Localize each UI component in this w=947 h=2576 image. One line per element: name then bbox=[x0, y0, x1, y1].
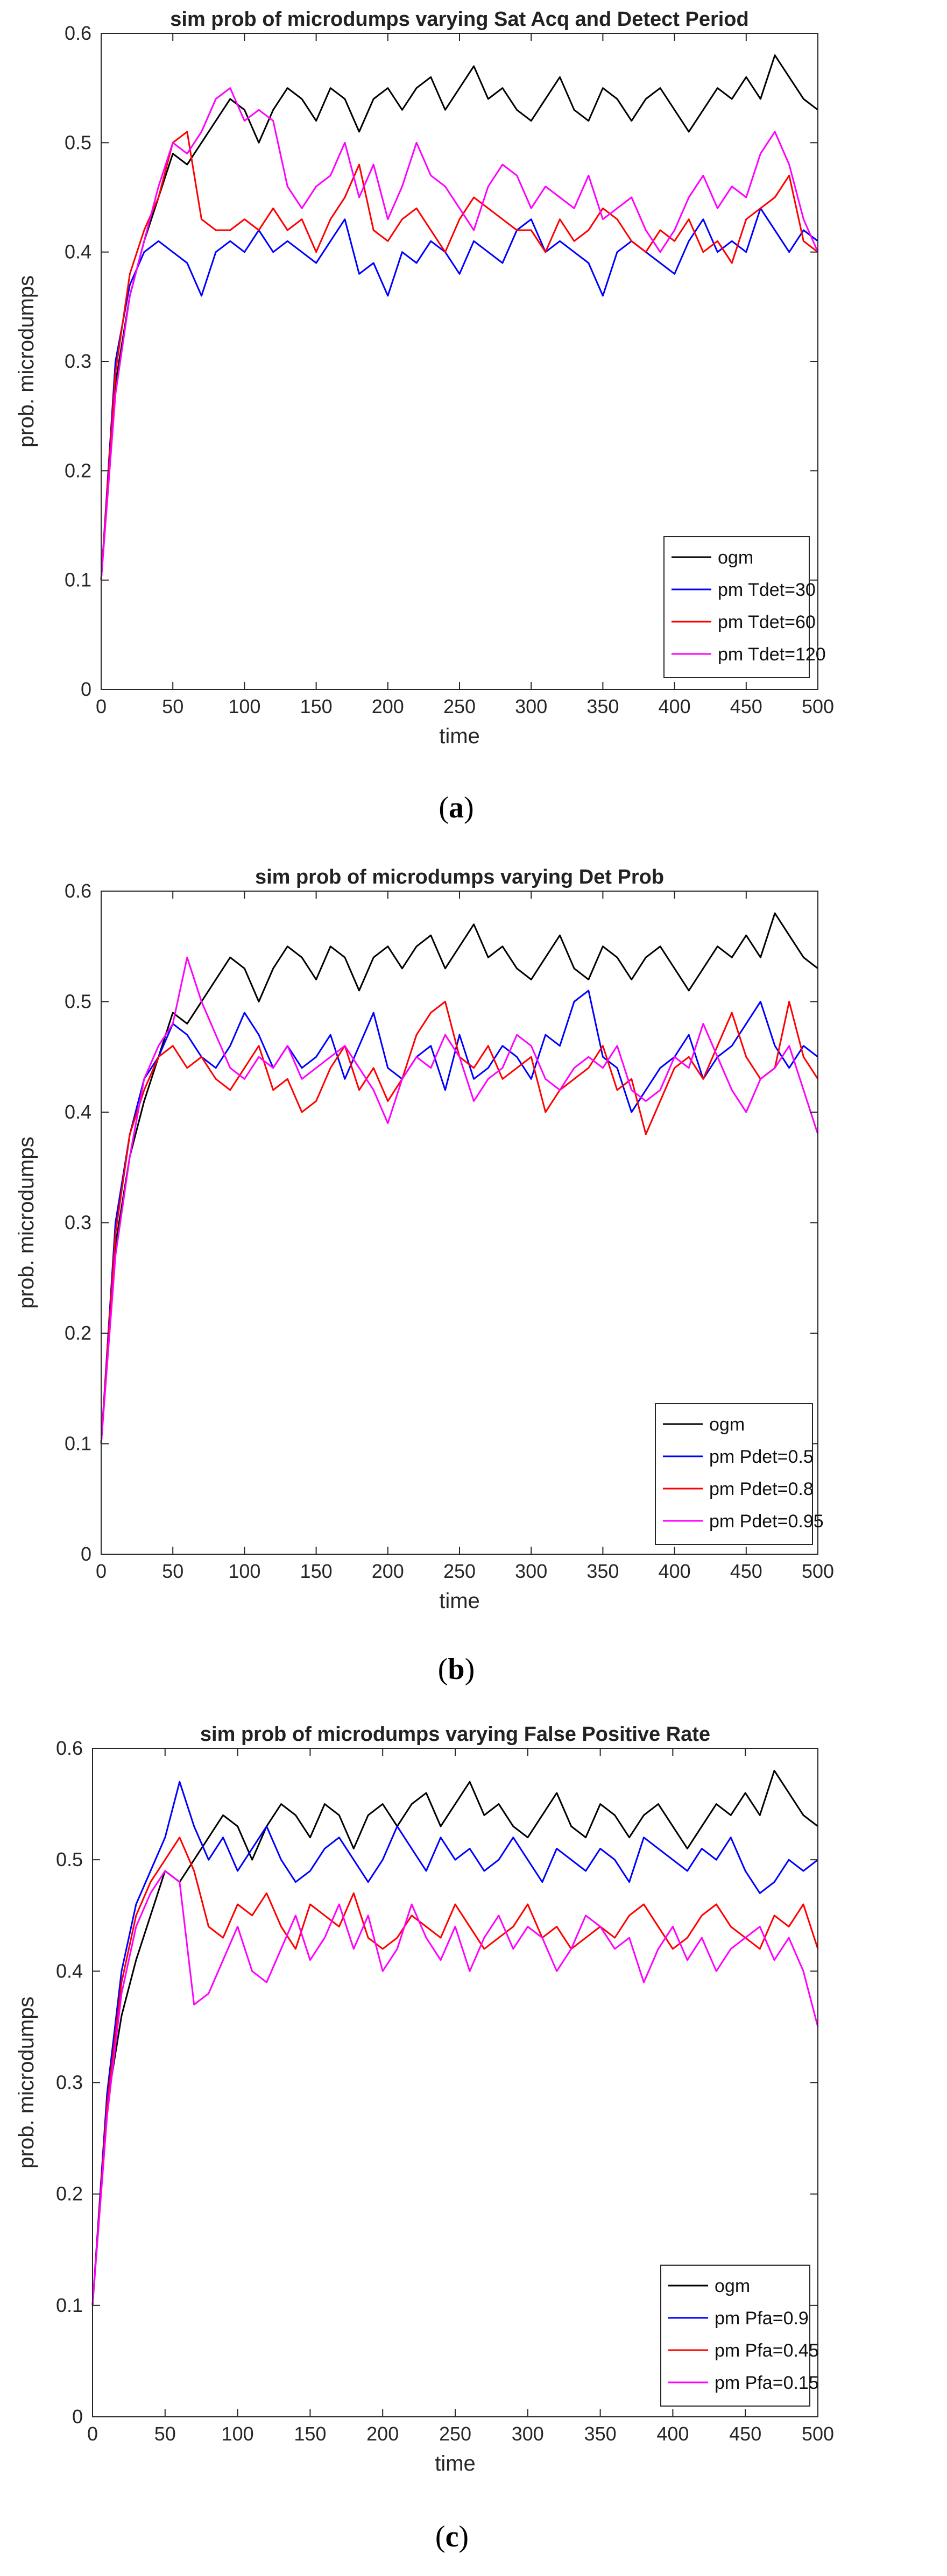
legend-entry: pm Tdet=30 bbox=[718, 580, 816, 600]
y-tick-label: 0 bbox=[81, 1543, 91, 1565]
chart-title: sim prob of microdumps varying Sat Acq a… bbox=[170, 8, 748, 31]
y-axis-label: prob. microdumps bbox=[15, 1996, 38, 2168]
x-tick-label: 450 bbox=[729, 2423, 761, 2445]
y-tick-label: 0.4 bbox=[65, 241, 91, 263]
x-tick-label: 450 bbox=[730, 1560, 762, 1582]
series-line-ogm bbox=[100, 912, 818, 1444]
x-tick-label: 350 bbox=[586, 1560, 619, 1582]
series-line-pm-tdet-120 bbox=[100, 87, 819, 580]
series-line-pm-tdet-60 bbox=[100, 131, 818, 580]
series-line-ogm bbox=[91, 1769, 818, 2305]
x-tick-label: 100 bbox=[228, 695, 260, 717]
y-tick-label: 0.3 bbox=[65, 350, 91, 372]
series-line-ogm bbox=[100, 54, 818, 580]
chart-title: sim prob of microdumps varying False Pos… bbox=[200, 1723, 710, 1746]
y-tick-label: 0.2 bbox=[65, 459, 91, 481]
y-tick-label: 0.2 bbox=[65, 1322, 91, 1344]
legend-entry: pm Pdet=0.8 bbox=[709, 1479, 814, 1499]
chart-panel-a: sim prob of microdumps varying Sat Acq a… bbox=[15, 8, 834, 824]
x-tick-label: 50 bbox=[162, 1560, 183, 1582]
x-tick-label: 150 bbox=[300, 695, 333, 717]
y-axis-label: prob. microdumps bbox=[15, 275, 38, 447]
series-line-pm-pfa-0-45 bbox=[91, 1837, 819, 2305]
legend-entry: pm Tdet=60 bbox=[718, 612, 816, 632]
legend: ogm pm Tdet=30 pm Tdet=60 pm Tdet=120 bbox=[663, 536, 826, 678]
y-tick-label: 0.6 bbox=[65, 880, 91, 902]
y-tick-label: 0.4 bbox=[56, 1960, 83, 1982]
series-line-pm-pfa-0-9 bbox=[91, 1781, 818, 2305]
x-axis-label: time bbox=[439, 724, 480, 748]
x-tick-label: 500 bbox=[802, 2423, 834, 2445]
legend-entry: pm Pfa=0.9 bbox=[715, 2308, 809, 2329]
x-tick-label: 250 bbox=[439, 2423, 471, 2445]
y-tick-label: 0.3 bbox=[65, 1212, 91, 1234]
legend-entry: pm Pfa=0.45 bbox=[715, 2340, 819, 2361]
y-tick-label: 0 bbox=[81, 678, 91, 700]
x-tick-label: 300 bbox=[512, 2423, 544, 2445]
y-tick-label: 0.6 bbox=[56, 1737, 83, 1759]
legend-entry: pm Pdet=0.5 bbox=[709, 1447, 814, 1467]
x-tick-label: 100 bbox=[228, 1560, 260, 1582]
x-tick-label: 350 bbox=[586, 695, 619, 717]
legend-entry: ogm bbox=[715, 2276, 750, 2296]
x-tick-label: 250 bbox=[443, 695, 476, 717]
x-tick-label: 400 bbox=[659, 1560, 691, 1582]
legend-entry: pm Pdet=0.95 bbox=[709, 1511, 824, 1532]
x-tick-label: 400 bbox=[659, 695, 691, 717]
y-tick-label: 0.1 bbox=[56, 2294, 83, 2316]
y-tick-label: 0.5 bbox=[65, 991, 91, 1013]
x-tick-label: 300 bbox=[515, 1560, 547, 1582]
y-tick-label: 0 bbox=[72, 2406, 83, 2428]
x-tick-label: 200 bbox=[372, 695, 404, 717]
x-axis-label: time bbox=[435, 2452, 476, 2475]
x-tick-label: 300 bbox=[515, 695, 547, 717]
y-tick-label: 0.6 bbox=[65, 22, 91, 44]
y-tick-label: 0.3 bbox=[56, 2072, 83, 2094]
x-tick-label: 0 bbox=[96, 1560, 107, 1582]
y-tick-label: 0.1 bbox=[65, 1433, 91, 1455]
chart-panel-c: sim prob of microdumps varying False Pos… bbox=[15, 1723, 834, 2553]
x-tick-label: 0 bbox=[87, 2423, 98, 2445]
x-tick-label: 150 bbox=[300, 1560, 333, 1582]
legend-entry: pm Tdet=120 bbox=[718, 644, 826, 665]
x-axis-label: time bbox=[439, 1589, 480, 1613]
y-tick-label: 0.5 bbox=[56, 1848, 83, 1870]
x-tick-label: 0 bbox=[96, 695, 107, 717]
panel-caption: (c) bbox=[435, 2520, 469, 2553]
panel-caption: (b) bbox=[438, 1653, 475, 1686]
chart-title: sim prob of microdumps varying Det Prob bbox=[255, 866, 664, 888]
y-tick-label: 0.5 bbox=[65, 131, 91, 153]
legend-entry: ogm bbox=[709, 1414, 745, 1435]
y-tick-label: 0.4 bbox=[65, 1101, 91, 1123]
x-tick-label: 200 bbox=[366, 2423, 399, 2445]
x-tick-label: 200 bbox=[372, 1560, 404, 1582]
series-line-pm-pfa-0-15 bbox=[91, 1870, 819, 2305]
x-tick-label: 350 bbox=[584, 2423, 617, 2445]
series-line-pm-tdet-30 bbox=[100, 207, 818, 580]
series-line-pm-pdet-0-5 bbox=[100, 990, 818, 1444]
legend-entry: ogm bbox=[718, 547, 753, 568]
series-line-pm-pdet-0-95 bbox=[100, 956, 819, 1444]
y-tick-label: 0.1 bbox=[65, 569, 91, 591]
x-tick-label: 50 bbox=[154, 2423, 176, 2445]
x-tick-label: 400 bbox=[656, 2423, 689, 2445]
chart-panel-b: sim prob of microdumps varying Det Prob 0… bbox=[15, 866, 834, 1686]
legend-entry: pm Pfa=0.15 bbox=[715, 2373, 819, 2393]
y-tick-label: 0.2 bbox=[56, 2183, 83, 2205]
x-tick-label: 450 bbox=[730, 695, 762, 717]
x-tick-label: 250 bbox=[443, 1560, 476, 1582]
x-tick-label: 100 bbox=[222, 2423, 254, 2445]
legend: ogm pm Pfa=0.9 pm Pfa=0.45 pm Pfa=0.15 bbox=[660, 2265, 819, 2407]
legend: ogm pm Pdet=0.5 pm Pdet=0.8 pm Pdet=0.95 bbox=[655, 1403, 824, 1545]
x-tick-label: 50 bbox=[162, 695, 183, 717]
panel-caption: (a) bbox=[439, 791, 474, 824]
y-axis-label: prob. microdumps bbox=[15, 1136, 38, 1308]
x-tick-label: 150 bbox=[294, 2423, 326, 2445]
x-tick-label: 500 bbox=[802, 1560, 834, 1582]
x-tick-label: 500 bbox=[802, 695, 834, 717]
